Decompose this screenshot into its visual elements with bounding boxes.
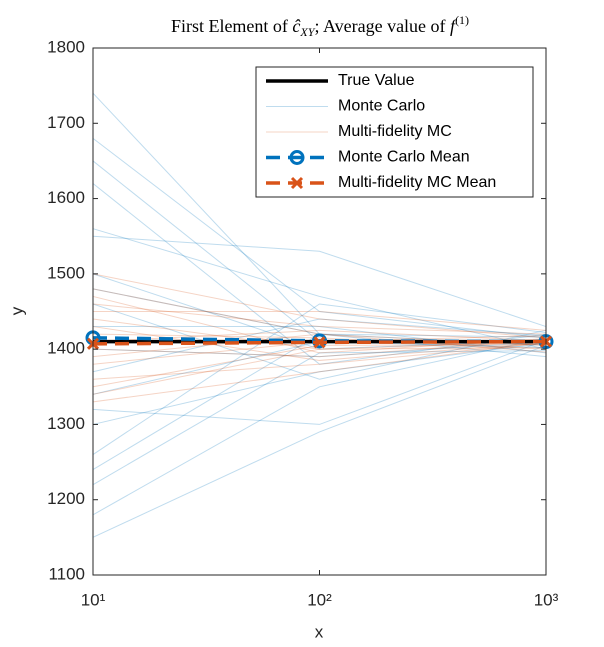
- axes-box: [92, 47, 547, 576]
- y-tick-label: 1300: [47, 414, 85, 433]
- trial-line: [92, 137, 547, 339]
- title-part: First Element of: [171, 16, 292, 36]
- y-tick-label: 1200: [47, 489, 85, 508]
- trial-line: [92, 350, 547, 486]
- title-part: (1): [455, 13, 469, 27]
- trial-line: [92, 341, 547, 403]
- x-tick-label: 10¹: [81, 590, 106, 609]
- trial-line: [92, 235, 547, 328]
- plot-area: [85, 92, 554, 538]
- trial-line: [92, 341, 547, 358]
- legend-box: [255, 66, 534, 198]
- y-tick-label: 1100: [48, 564, 85, 583]
- legend-marker: [290, 176, 304, 190]
- trial-line: [92, 303, 547, 455]
- y-axis-label: y: [7, 306, 26, 315]
- trial-line: [92, 228, 547, 350]
- trial-line: [92, 273, 547, 339]
- title-part: f: [450, 16, 458, 36]
- trial-line: [92, 339, 547, 425]
- y-tick-label: 1800: [47, 37, 85, 56]
- chart-title: First Element of ĉXY; Average value of f…: [171, 13, 469, 39]
- x-tick-label: 10²: [307, 590, 332, 609]
- trial-line: [92, 303, 547, 335]
- trial-line: [92, 303, 547, 380]
- trial-line: [92, 347, 547, 395]
- trial-line: [92, 318, 547, 373]
- y-tick-label: 1400: [47, 339, 85, 358]
- legend-label: True Value: [338, 72, 415, 89]
- marker: [313, 336, 326, 349]
- trial-line: [93, 311, 547, 331]
- y-tick-label: 1700: [47, 113, 85, 132]
- trial-line: [92, 333, 547, 350]
- title-part: ; Average value of: [314, 16, 450, 36]
- legend-label: Monte Carlo: [338, 98, 425, 115]
- trial-line: [92, 342, 547, 425]
- legend-label: Multi-fidelity MC Mean: [338, 174, 496, 191]
- y-tick-label: 1600: [47, 188, 85, 207]
- title-part: XY: [299, 25, 315, 39]
- trial-line: [92, 183, 547, 365]
- legend-label: Monte Carlo Mean: [338, 149, 470, 166]
- trial-line: [92, 339, 547, 358]
- x-axis-label: x: [315, 622, 324, 641]
- trial-line: [92, 344, 547, 538]
- trial-line: [93, 326, 547, 354]
- trial-line: [92, 342, 547, 380]
- x-tick-label: 10³: [534, 590, 559, 609]
- legend-label: Multi-fidelity MC: [338, 123, 452, 140]
- trial-line: [92, 337, 547, 516]
- title-part: ĉ: [292, 16, 301, 36]
- trial-line: [92, 318, 547, 350]
- y-tick-label: 1500: [47, 263, 85, 282]
- legend-marker: [289, 150, 305, 165]
